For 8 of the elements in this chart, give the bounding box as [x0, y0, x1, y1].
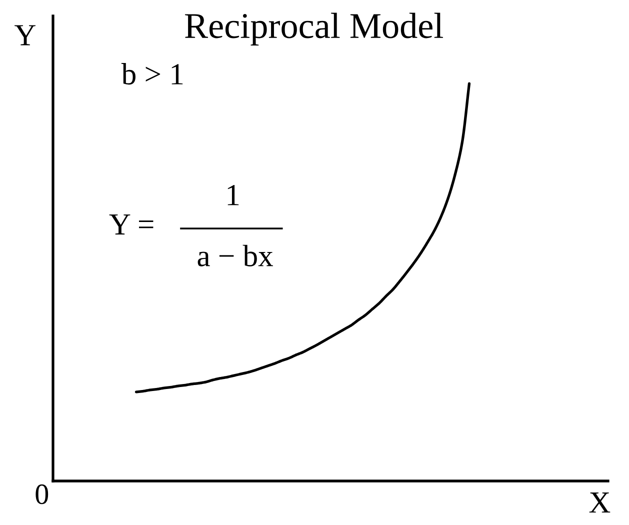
x-axis-title: X: [589, 492, 610, 513]
chart-title: Reciprocal Model: [185, 12, 443, 46]
annotation: Y =: [109, 214, 154, 234]
annotation: 1: [228, 184, 239, 206]
y-axis-title: Y: [14, 25, 36, 46]
annotation: a − bx: [198, 244, 273, 266]
annotation: b > 1: [121, 63, 183, 85]
text: 0: [36, 484, 48, 504]
